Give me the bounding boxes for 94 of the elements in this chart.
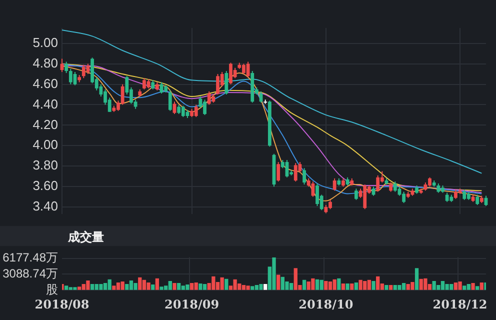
bar — [194, 282, 198, 290]
y-tick-label: 股 — [46, 282, 58, 296]
bar — [190, 283, 194, 290]
bar — [276, 274, 280, 290]
bar — [414, 268, 419, 290]
bar — [440, 280, 445, 290]
bar — [142, 280, 146, 290]
bar — [466, 284, 471, 290]
bar — [346, 284, 350, 290]
bar — [285, 281, 289, 290]
bar — [129, 280, 134, 290]
bar — [311, 278, 315, 290]
bar — [332, 279, 336, 290]
bar — [90, 284, 94, 290]
bar — [160, 286, 164, 290]
bar — [212, 276, 216, 290]
bar — [410, 282, 414, 290]
y-tick-label: 3.80 — [32, 158, 58, 173]
y-tick-label: 5.00 — [32, 34, 58, 50]
y-tick-label: 4.40 — [32, 96, 58, 112]
bar — [86, 280, 90, 290]
bar — [125, 284, 129, 290]
y-tick-label: 4.20 — [32, 116, 58, 132]
bar — [315, 279, 320, 290]
bar — [250, 286, 254, 290]
bar — [220, 277, 224, 290]
bar — [471, 283, 475, 290]
bar — [168, 280, 172, 290]
bar — [454, 282, 458, 290]
bar — [324, 280, 328, 290]
y-tick-label: 3.40 — [32, 198, 58, 214]
chart-title: 成交量 — [68, 229, 104, 246]
bar — [134, 283, 138, 290]
bar — [146, 282, 150, 290]
bar — [354, 282, 358, 290]
y-tick-label: 4.00 — [32, 137, 58, 152]
bar — [388, 285, 393, 290]
bar — [376, 276, 380, 290]
bar — [120, 281, 124, 290]
bar — [480, 282, 484, 290]
bar — [432, 280, 436, 290]
line-series — [62, 30, 482, 174]
bar — [112, 286, 116, 290]
y-tick-label: 3088.74万 — [2, 266, 58, 280]
bar — [73, 287, 77, 290]
bar — [108, 279, 112, 290]
bar — [264, 284, 268, 290]
bar — [254, 285, 259, 290]
bar — [233, 279, 237, 290]
bar — [116, 282, 120, 290]
bar — [99, 284, 103, 290]
bar — [155, 278, 160, 290]
y-tick-label: 4.60 — [32, 76, 58, 91]
bar — [358, 280, 362, 290]
bar — [202, 284, 207, 290]
bar — [186, 284, 190, 290]
bar — [176, 283, 181, 290]
x-tick-label: 2018/12 — [432, 297, 488, 312]
x-tick-label: 2018/10 — [298, 297, 354, 312]
bar — [398, 285, 402, 290]
bar — [372, 280, 376, 290]
bar — [138, 277, 142, 290]
x-tick-label: 2018/08 — [34, 297, 90, 312]
bar — [350, 284, 354, 290]
bar — [246, 286, 250, 290]
bar — [224, 278, 228, 290]
bar — [302, 280, 306, 290]
bar — [402, 283, 406, 290]
bar — [445, 284, 449, 290]
bar — [384, 285, 388, 290]
bar — [462, 286, 466, 290]
bar — [103, 283, 108, 290]
y-tick-label: 4.80 — [32, 55, 58, 70]
bar — [341, 284, 346, 290]
x-tick-label: 2018/09 — [164, 297, 220, 312]
bar — [172, 283, 176, 290]
bar — [272, 257, 276, 290]
bar — [151, 284, 155, 290]
bar — [328, 281, 332, 290]
bar — [77, 286, 82, 290]
bar — [367, 280, 372, 290]
bar — [289, 283, 294, 290]
bar — [242, 285, 246, 290]
y-tick-label: 6177.48万 — [2, 250, 58, 265]
bar — [198, 284, 202, 290]
bar — [259, 284, 263, 290]
bar — [337, 278, 341, 290]
bar — [436, 285, 440, 290]
y-tick-label: 3.60 — [32, 178, 58, 194]
bar — [64, 286, 68, 290]
bar — [476, 286, 480, 290]
bar — [424, 278, 428, 290]
bar — [458, 281, 462, 290]
bar — [320, 280, 324, 290]
